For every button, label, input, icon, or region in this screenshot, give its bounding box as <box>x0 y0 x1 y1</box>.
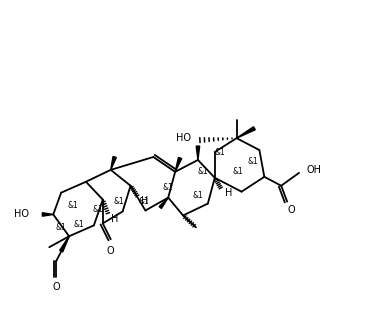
Text: &1: &1 <box>138 197 149 206</box>
Text: &1: &1 <box>56 223 66 232</box>
Polygon shape <box>111 156 117 170</box>
Text: H: H <box>141 196 149 206</box>
Text: O: O <box>107 246 115 256</box>
Text: &1: &1 <box>74 220 84 229</box>
Text: &1: &1 <box>247 157 258 166</box>
Text: &1: &1 <box>68 201 78 210</box>
Polygon shape <box>60 236 69 252</box>
Text: &1: &1 <box>163 183 173 192</box>
Text: &1: &1 <box>113 197 124 206</box>
Text: &1: &1 <box>193 191 203 200</box>
Text: H: H <box>111 214 118 225</box>
Text: &1: &1 <box>197 167 208 176</box>
Text: OH: OH <box>307 165 322 175</box>
Text: H: H <box>225 188 232 198</box>
Text: &1: &1 <box>92 205 103 214</box>
Text: O: O <box>52 282 60 292</box>
Polygon shape <box>175 157 182 172</box>
Text: HO: HO <box>15 210 29 220</box>
Polygon shape <box>42 213 53 216</box>
Text: &1: &1 <box>232 167 243 176</box>
Text: O: O <box>287 205 295 215</box>
Polygon shape <box>159 197 168 208</box>
Polygon shape <box>196 146 200 160</box>
Text: HO: HO <box>176 133 191 143</box>
Text: &1: &1 <box>214 147 225 156</box>
Polygon shape <box>236 127 255 138</box>
